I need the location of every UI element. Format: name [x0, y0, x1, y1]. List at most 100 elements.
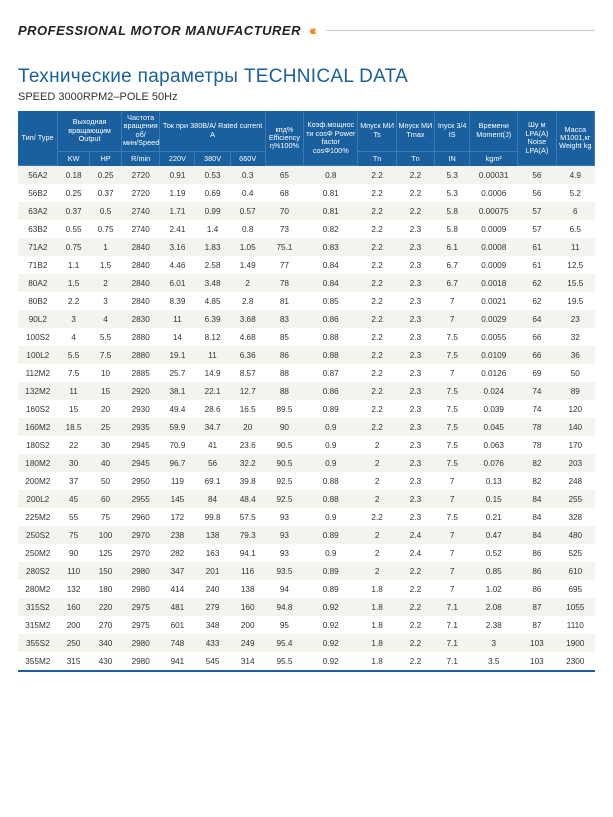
table-cell: 63B2	[18, 220, 58, 238]
table-cell: 56	[518, 166, 556, 185]
table-cell: 315S2	[18, 598, 58, 616]
table-cell: 84	[518, 490, 556, 508]
table-cell: 5.5	[58, 346, 90, 364]
table-cell: 0.92	[304, 616, 358, 634]
table-cell: 610	[556, 562, 594, 580]
table-cell: 73	[265, 220, 303, 238]
table-cell: 75	[90, 508, 122, 526]
table-cell: 2	[358, 472, 396, 490]
table-cell: 2.2	[358, 184, 396, 202]
table-cell: 2885	[122, 364, 160, 382]
table-cell: 2975	[122, 616, 160, 634]
table-cell: 3.5	[470, 652, 518, 671]
table-cell: 1055	[556, 598, 594, 616]
table-cell: 7.5	[435, 382, 470, 400]
table-cell: 0.13	[470, 472, 518, 490]
table-cell: 249	[230, 634, 265, 652]
table-cell: 280M2	[18, 580, 58, 598]
table-cell: 2	[358, 544, 396, 562]
table-cell: 7	[435, 364, 470, 382]
table-cell: 250	[58, 634, 90, 652]
table-cell: 0.86	[304, 310, 358, 328]
table-cell: 2.3	[396, 274, 434, 292]
table-cell: 69.1	[195, 472, 230, 490]
table-cell: 0.99	[195, 202, 230, 220]
table-cell: 103	[518, 652, 556, 671]
table-cell: 40	[90, 454, 122, 472]
table-cell: 77	[265, 256, 303, 274]
table-cell: 88	[265, 382, 303, 400]
table-cell: 0.92	[304, 652, 358, 671]
table-cell: 93	[265, 508, 303, 526]
table-cell: 0.88	[304, 472, 358, 490]
table-cell: 11	[160, 310, 195, 328]
table-cell: 748	[160, 634, 195, 652]
table-cell: 1900	[556, 634, 594, 652]
table-cell: 11	[556, 238, 594, 256]
table-cell: 1	[90, 238, 122, 256]
th-660v: 660V	[230, 151, 265, 166]
table-cell: 1.1	[58, 256, 90, 274]
table-cell: 112M2	[18, 364, 58, 382]
table-cell: 0.89	[304, 580, 358, 598]
table-cell: 6.5	[556, 220, 594, 238]
table-row: 250S275100297023813879.3930.8922.470.478…	[18, 526, 595, 544]
table-cell: 0.0009	[470, 256, 518, 274]
table-cell: 28.6	[195, 400, 230, 418]
th-pf: Коэф.мощнос ти cosΦ Power factor cosΦ100…	[304, 111, 358, 166]
table-cell: 92.5	[265, 472, 303, 490]
table-cell: 89.5	[265, 400, 303, 418]
table-cell: 66	[518, 328, 556, 346]
table-cell: 90.5	[265, 454, 303, 472]
table-cell: 0.4	[230, 184, 265, 202]
table-cell: 18.5	[58, 418, 90, 436]
table-cell: 2.2	[358, 382, 396, 400]
tech-data-table: Тип/ Type Выходная вращающим Output Част…	[18, 111, 595, 672]
table-cell: 2840	[122, 292, 160, 310]
table-cell: 0.0009	[470, 220, 518, 238]
table-cell: 62	[518, 292, 556, 310]
table-cell: 0.81	[304, 184, 358, 202]
table-cell: 2980	[122, 652, 160, 671]
table-cell: 2.41	[160, 220, 195, 238]
table-cell: 20	[90, 400, 122, 418]
table-cell: 7.5	[90, 346, 122, 364]
table-cell: 7	[435, 562, 470, 580]
table-cell: 86	[265, 346, 303, 364]
table-cell: 0.0126	[470, 364, 518, 382]
table-cell: 2	[358, 490, 396, 508]
table-cell: 1.49	[230, 256, 265, 274]
table-cell: 2.2	[396, 184, 434, 202]
table-cell: 145	[160, 490, 195, 508]
table-cell: 200	[230, 616, 265, 634]
table-cell: 86	[518, 544, 556, 562]
table-cell: 2.2	[396, 580, 434, 598]
table-cell: 75	[58, 526, 90, 544]
table-cell: 0.0018	[470, 274, 518, 292]
table-cell: 8.12	[195, 328, 230, 346]
table-cell: 94.1	[230, 544, 265, 562]
table-cell: 93	[265, 526, 303, 544]
table-cell: 99.8	[195, 508, 230, 526]
table-cell: 0.0029	[470, 310, 518, 328]
table-cell: 0.84	[304, 274, 358, 292]
table-cell: 340	[90, 634, 122, 652]
table-cell: 38.1	[160, 382, 195, 400]
table-cell: 0.0021	[470, 292, 518, 310]
table-cell: 1.83	[195, 238, 230, 256]
table-cell: 328	[556, 508, 594, 526]
table-cell: 66	[518, 346, 556, 364]
table-cell: 203	[556, 454, 594, 472]
table-cell: 56A2	[18, 166, 58, 185]
table-cell: 22.1	[195, 382, 230, 400]
table-cell: 4.68	[230, 328, 265, 346]
table-cell: 116	[230, 562, 265, 580]
table-cell: 314	[230, 652, 265, 671]
table-cell: 64	[518, 310, 556, 328]
table-cell: 7	[435, 292, 470, 310]
table-row: 160M218.525293559.934.720900.92.22.37.50…	[18, 418, 595, 436]
table-cell: 2935	[122, 418, 160, 436]
table-cell: 2.2	[396, 202, 434, 220]
table-cell: 2.2	[358, 508, 396, 526]
table-row: 355S2250340298074843324995.40.921.82.27.…	[18, 634, 595, 652]
